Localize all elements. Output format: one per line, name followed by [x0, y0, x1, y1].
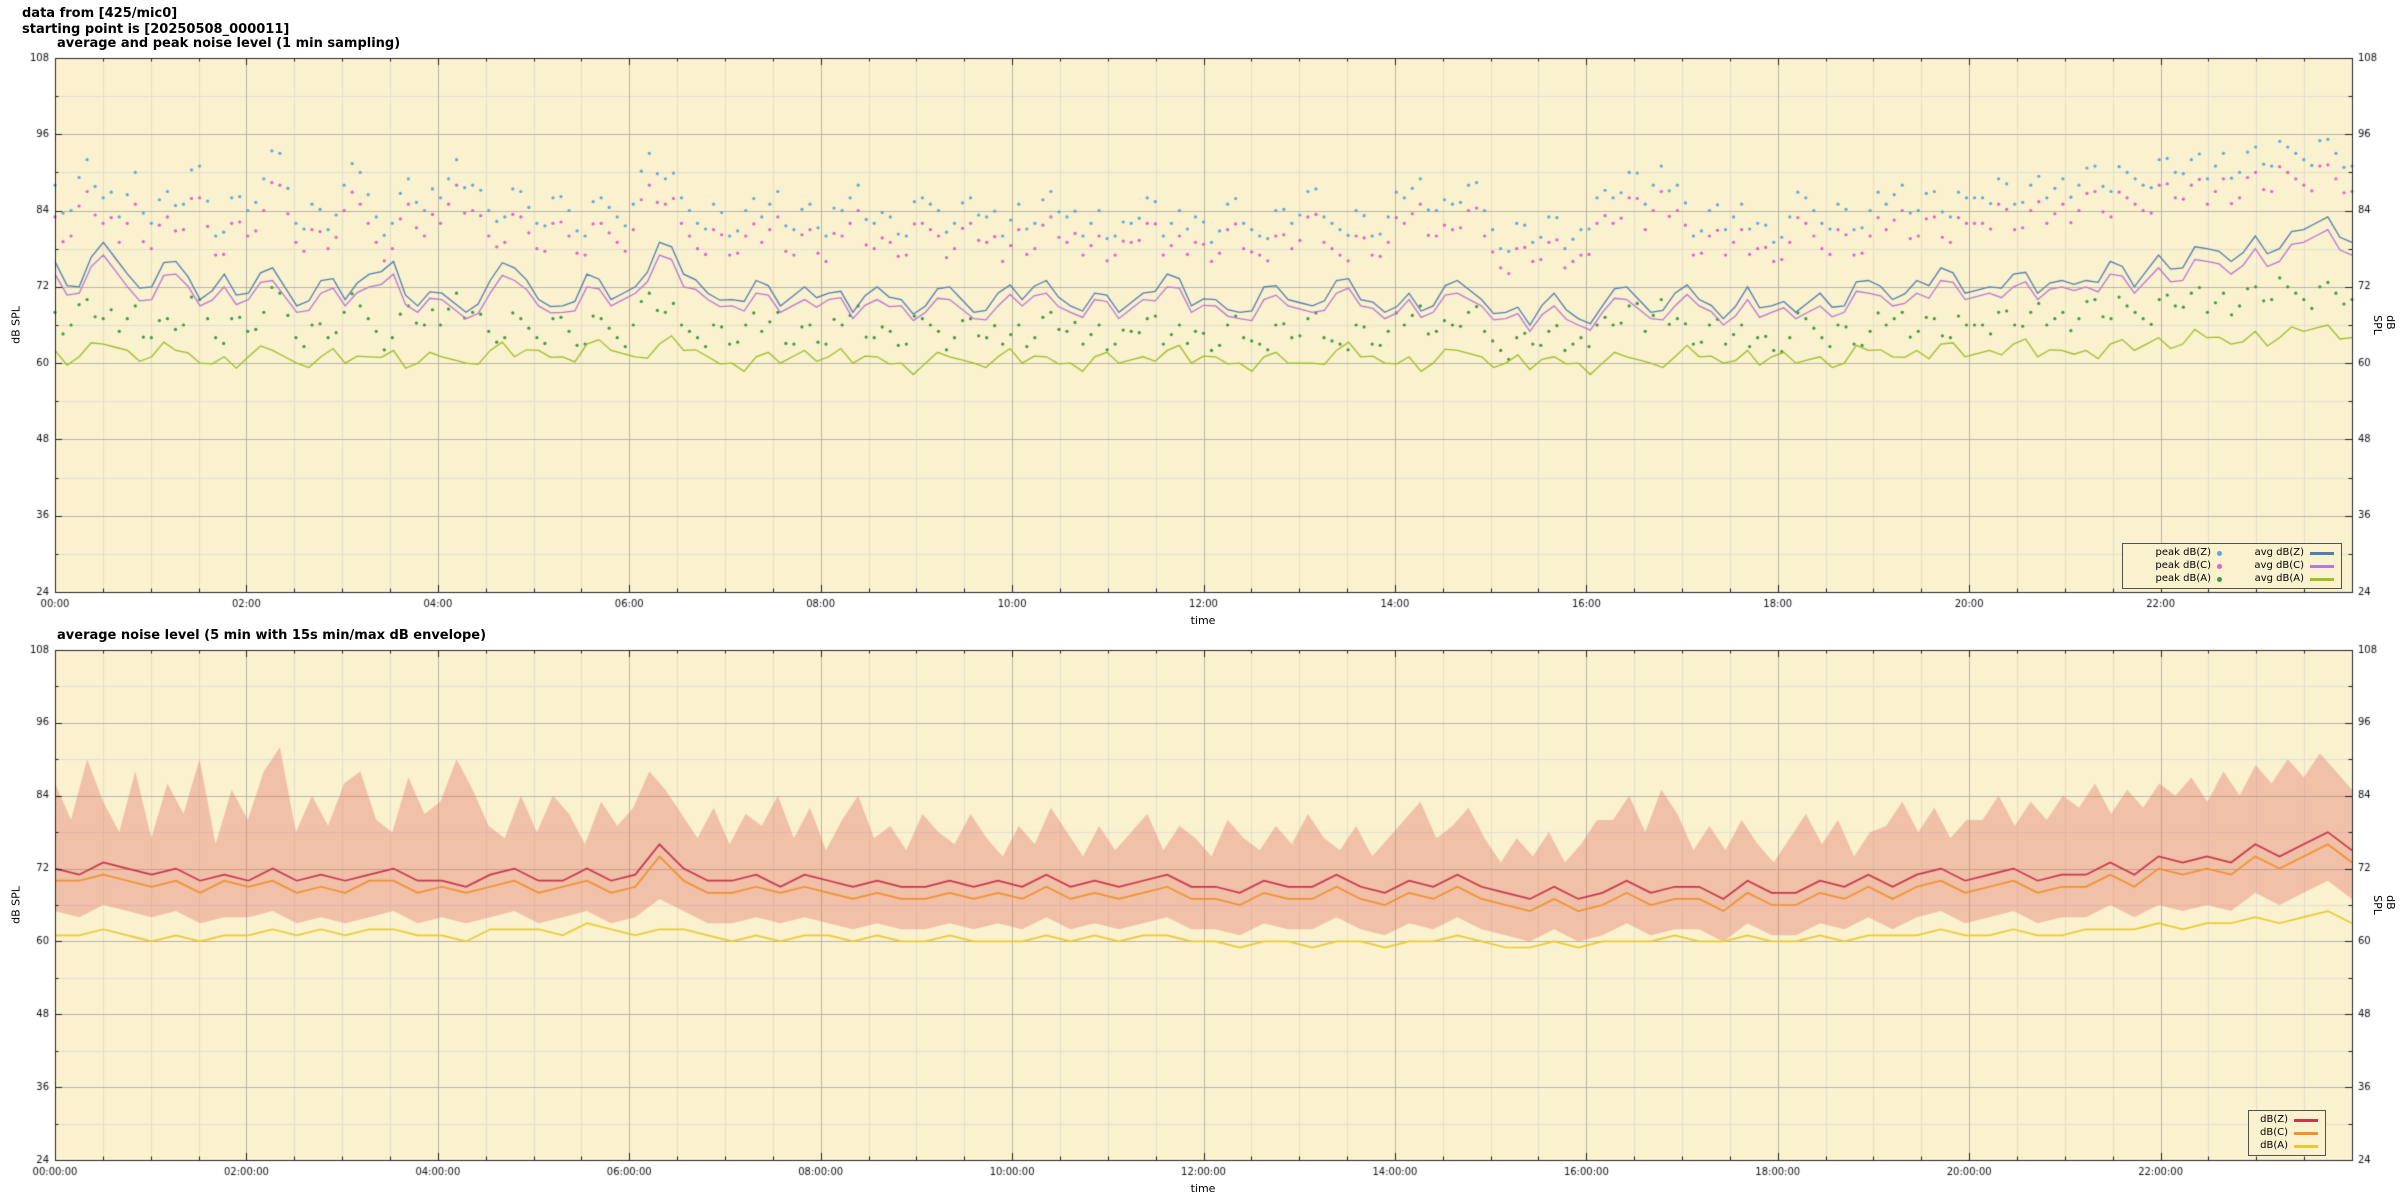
- legend-label-avg-dbz: avg dB(Z): [2254, 547, 2304, 558]
- legend-row: peak dB(A) avg dB(A): [2130, 573, 2334, 585]
- legend-entry-avg-dba: avg dB(A): [2242, 573, 2334, 585]
- chart2-y-axis-label-left: dB SPL: [9, 886, 23, 924]
- legend-label-avg-dbc: avg dB(C): [2254, 560, 2304, 571]
- chart1-title: average and peak noise level (1 min samp…: [57, 36, 401, 51]
- chart2-legend: dB(Z) dB(C) dB(A): [2248, 1110, 2326, 1156]
- legend-row: dB(A): [2256, 1140, 2318, 1152]
- legend-entry-dba: dB(A): [2256, 1140, 2318, 1152]
- legend-entry-dbc: dB(C): [2256, 1127, 2318, 1139]
- header-line-1: data from [425/mic0]: [22, 6, 178, 21]
- legend-row: peak dB(Z) avg dB(Z): [2130, 547, 2334, 559]
- chart1-y-axis-label-left: dB SPL: [9, 306, 23, 344]
- legend-label-peak-dbc: peak dB(C): [2155, 560, 2211, 571]
- peak-dba-dot-marker: [2217, 576, 2222, 582]
- legend-entry-peak-dbc: peak dB(C): [2130, 560, 2222, 572]
- legend-row: dB(C): [2256, 1127, 2318, 1139]
- legend-row: peak dB(C) avg dB(C): [2130, 560, 2334, 572]
- chart1-x-axis-label: time: [1190, 614, 1216, 627]
- chart2-title: average noise level (5 min with 15s min/…: [57, 628, 487, 643]
- legend-entry-dbz: dB(Z): [2256, 1114, 2318, 1126]
- legend-label-dbc: dB(C): [2260, 1127, 2288, 1138]
- peak-dbc-dot-marker: [2217, 563, 2222, 569]
- avg-dbc-line-marker: [2310, 564, 2334, 568]
- legend-entry-avg-dbc: avg dB(C): [2242, 560, 2334, 572]
- dbz-line-marker: [2294, 1118, 2318, 1122]
- legend-label-peak-dbz: peak dB(Z): [2155, 547, 2211, 558]
- header-line-2: starting point is [20250508_000011]: [22, 22, 290, 37]
- chart1-legend: peak dB(Z) avg dB(Z) peak dB(C) avg dB(C…: [2122, 543, 2342, 589]
- legend-row: dB(Z): [2256, 1114, 2318, 1126]
- avg-dba-line-marker: [2310, 577, 2334, 581]
- dba-line-marker: [2294, 1144, 2318, 1148]
- legend-label-dbz: dB(Z): [2260, 1114, 2288, 1125]
- legend-label-avg-dba: avg dB(A): [2254, 573, 2304, 584]
- legend-label-peak-dba: peak dB(A): [2155, 573, 2211, 584]
- dbc-line-marker: [2294, 1131, 2318, 1135]
- peak-dbz-dot-marker: [2217, 550, 2222, 556]
- legend-label-dba: dB(A): [2260, 1140, 2288, 1151]
- legend-entry-peak-dba: peak dB(A): [2130, 573, 2222, 585]
- chart2-x-axis-label: time: [1190, 1182, 1216, 1195]
- avg-dbz-line-marker: [2310, 551, 2334, 555]
- chart2-y-axis-label-right: dB SPL: [2371, 895, 2397, 915]
- chart1-y-axis-label-right: dB SPL: [2371, 315, 2397, 335]
- legend-entry-peak-dbz: peak dB(Z): [2130, 547, 2222, 559]
- legend-entry-avg-dbz: avg dB(Z): [2242, 547, 2334, 559]
